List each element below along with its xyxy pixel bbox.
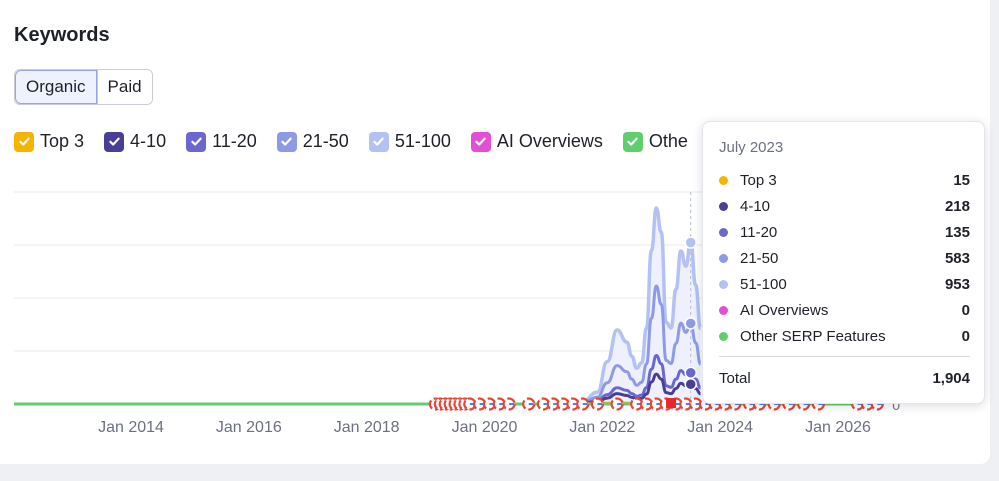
google-update-icon — [590, 397, 605, 411]
series-line — [543, 353, 702, 406]
tooltip-total-row: Total 1,904 — [719, 368, 970, 388]
checkbox-icon — [368, 131, 389, 152]
tooltip-label: Other SERP Features — [740, 327, 886, 345]
legend-item-4-10[interactable]: 4-10 — [104, 131, 166, 152]
checkbox-icon — [186, 131, 207, 152]
tooltip-value: 0 — [961, 301, 970, 319]
legend-label: Othe — [648, 131, 688, 151]
google-update-icon — [522, 397, 536, 411]
section-title: Keywords — [14, 24, 110, 46]
y-tick-label: 0 — [892, 397, 900, 413]
legend-label: 11-20 — [212, 131, 257, 151]
tooltip-divider — [719, 356, 970, 357]
legend-item-ai-overviews[interactable]: AI Overviews — [470, 131, 603, 152]
tooltip-date: July 2023 — [719, 139, 784, 156]
x-tick-label: Jan 2020 — [452, 419, 518, 436]
series-dot — [719, 279, 728, 289]
checkbox-icon — [104, 131, 125, 152]
legend-item-11-20[interactable]: 11-20 — [186, 131, 257, 152]
tab-paid[interactable]: Paid — [96, 70, 152, 104]
tooltip-label: 51-100 — [740, 275, 787, 293]
tooltip-row-11-20: 11-20 135 — [719, 222, 970, 242]
tooltip-value: 0 — [961, 327, 970, 345]
tooltip-value: 15 — [953, 171, 970, 189]
checkbox-icon — [14, 131, 34, 152]
tab-switcher: Organic Paid — [14, 69, 153, 105]
tooltip-total-label: Total — [719, 369, 751, 387]
hover-point — [684, 366, 697, 380]
x-tick-label: Jan 2022 — [569, 419, 635, 436]
chart-tooltip: July 2023 Top 3 15 4-10 218 11-20 135 21… — [702, 121, 985, 404]
hover-point — [684, 317, 697, 330]
legend-item-21-50[interactable]: 21-50 — [276, 131, 349, 152]
tooltip-value: 583 — [944, 249, 970, 267]
series-dot — [719, 227, 728, 237]
series-dot — [719, 305, 728, 315]
google-update-icon — [610, 397, 624, 411]
series-line — [543, 284, 703, 406]
series-dot — [719, 175, 728, 185]
x-tick-label: Jan 2026 — [805, 419, 871, 436]
keywords-card: Keywords Organic Paid Top 3 4-10 11-20 2… — [0, 0, 990, 464]
legend-label: AI Overviews — [496, 131, 603, 151]
note-flag-icon — [666, 398, 677, 408]
checkbox-icon — [622, 131, 643, 152]
series-dot — [719, 331, 728, 341]
tooltip-label: 4-10 — [740, 197, 771, 215]
tooltip-label: 11-20 — [740, 223, 778, 241]
legend-item-51-100[interactable]: 51-100 — [368, 131, 451, 152]
x-tick-label: Jan 2014 — [98, 419, 164, 436]
tooltip-row-other-serp: Other SERP Features 0 — [719, 326, 970, 346]
x-tick-label: Jan 2024 — [687, 419, 753, 436]
x-tick-label: Jan 2018 — [334, 419, 400, 436]
legend-item-top-3[interactable]: Top 3 — [14, 131, 84, 152]
checkbox-icon — [470, 131, 491, 152]
tooltip-row-4-10: 4-10 218 — [719, 196, 970, 216]
chart-legend: Top 3 4-10 11-20 21-50 51-100 AI Overvie… — [14, 131, 688, 152]
tooltip-value: 218 — [944, 197, 970, 215]
checkbox-icon — [276, 131, 297, 152]
tooltip-label: Top 3 — [740, 171, 777, 189]
legend-label: 21-50 — [302, 131, 349, 151]
x-tick-label: Jan 2016 — [216, 419, 282, 436]
series-line — [543, 206, 703, 406]
hover-point — [684, 377, 697, 391]
tab-organic[interactable]: Organic — [15, 70, 97, 104]
legend-item-other-serp[interactable]: Othe — [622, 131, 688, 152]
series-area-fill — [543, 207, 701, 404]
series-dot — [719, 201, 728, 211]
tooltip-row-51-100: 51-100 953 — [719, 274, 970, 294]
tooltip-row-ai-overviews: AI Overviews 0 — [719, 300, 970, 320]
tooltip-label: 21-50 — [740, 249, 779, 267]
tooltip-value: 953 — [944, 275, 970, 293]
tooltip-total-value: 1,904 — [932, 369, 970, 387]
series-dot — [719, 253, 728, 263]
legend-label: 51-100 — [394, 131, 451, 151]
tooltip-label: AI Overviews — [740, 301, 829, 319]
hover-point — [684, 236, 697, 249]
series-line — [543, 372, 701, 406]
google-update-icon — [576, 397, 590, 411]
legend-label: 4-10 — [130, 131, 167, 151]
tooltip-row-top-3: Top 3 15 — [719, 170, 970, 190]
tooltip-row-21-50: 21-50 583 — [719, 248, 970, 268]
legend-label: Top 3 — [40, 131, 85, 151]
google-update-icon — [502, 397, 516, 411]
tooltip-value: 135 — [944, 223, 970, 241]
